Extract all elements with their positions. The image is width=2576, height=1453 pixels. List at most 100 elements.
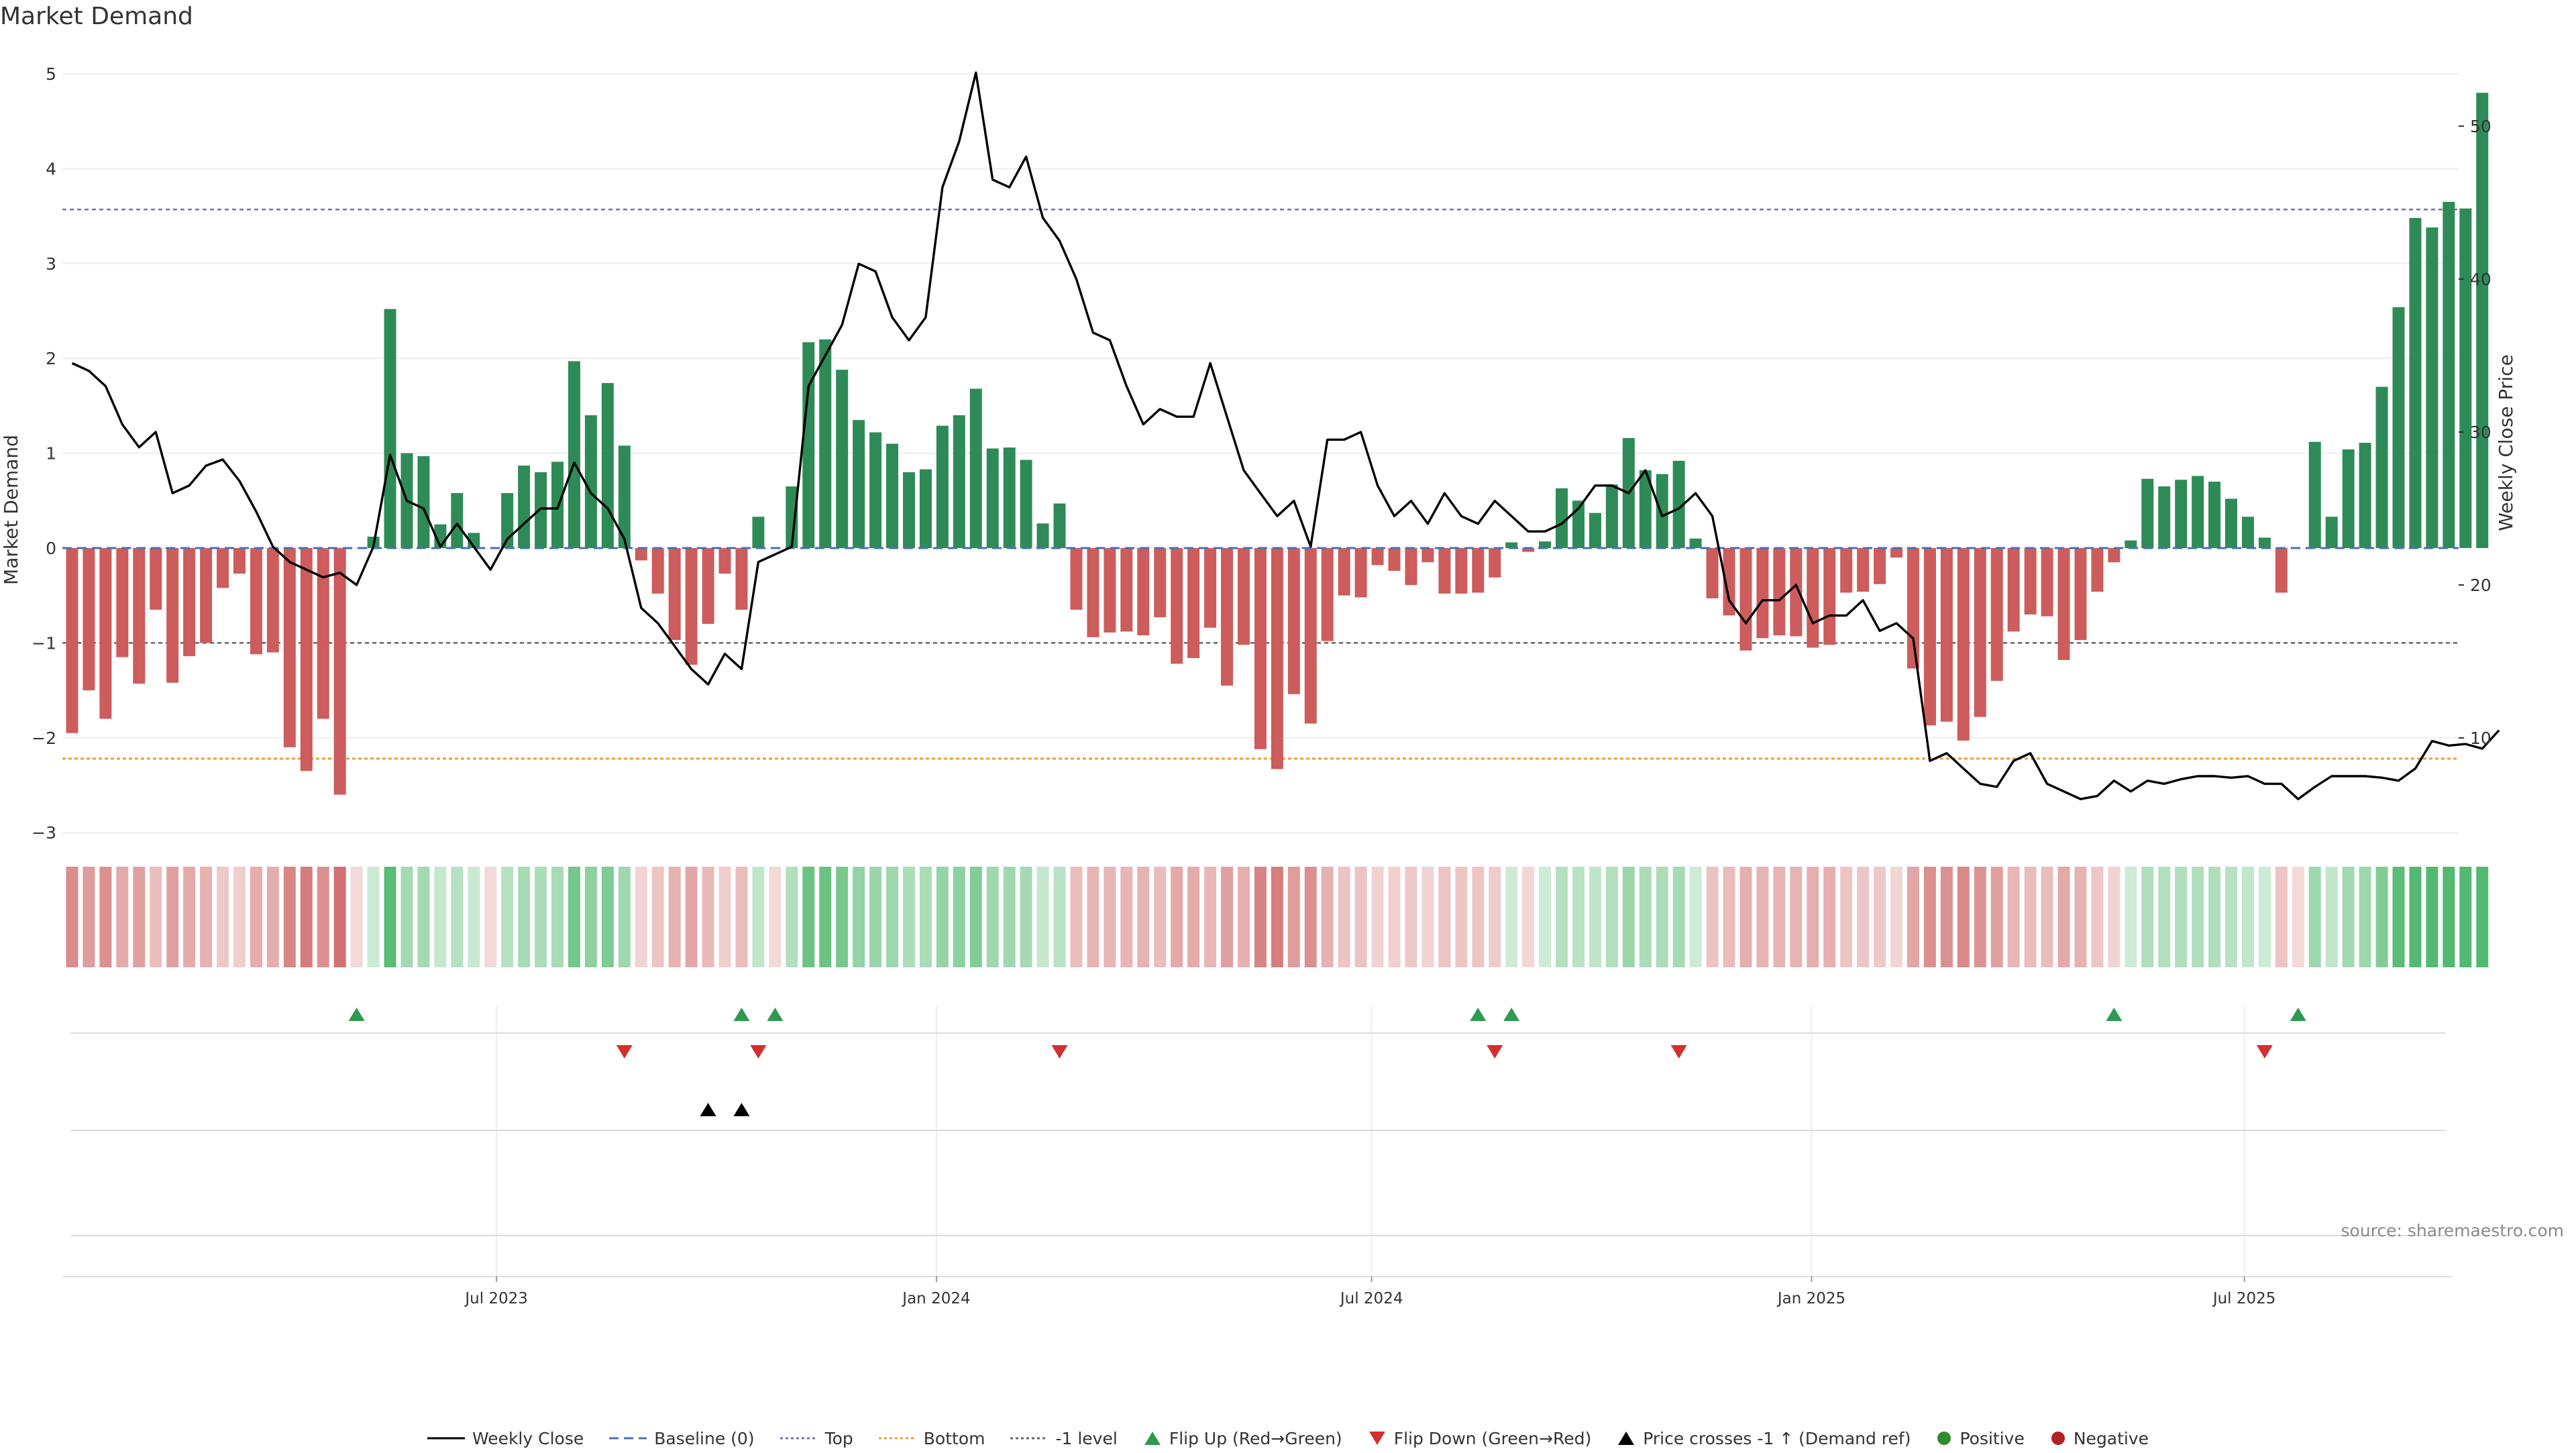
heat-cell bbox=[484, 867, 497, 967]
heat-cell bbox=[1990, 867, 2003, 967]
heat-cell bbox=[1003, 867, 1016, 967]
y-tick-label: 5 bbox=[46, 64, 56, 84]
demand-bar bbox=[1605, 484, 1618, 548]
y-right-tick-label: 40 bbox=[2470, 270, 2491, 289]
heat-cell bbox=[802, 867, 815, 967]
heat-cell bbox=[1840, 867, 1853, 967]
heat-cell bbox=[902, 867, 915, 967]
legend-top: Top bbox=[780, 1429, 853, 1448]
demand-bar bbox=[2342, 449, 2355, 548]
heat-cell bbox=[1639, 867, 1652, 967]
heat-cell bbox=[2258, 867, 2271, 967]
heat-cell bbox=[1890, 867, 1903, 967]
y-right-tick-label: 50 bbox=[2470, 117, 2491, 136]
demand-bar bbox=[1036, 523, 1049, 548]
heat-cell bbox=[1254, 867, 1267, 967]
y-axis-label-right: Weekly Close Price bbox=[2495, 354, 2517, 531]
legend-negative: Negative bbox=[2050, 1429, 2149, 1448]
legend-label: Price crosses -1 ↑ (Demand ref) bbox=[1643, 1428, 1911, 1448]
demand-bar bbox=[886, 443, 899, 548]
heat-cell bbox=[2108, 867, 2121, 967]
heat-cell bbox=[2141, 867, 2154, 967]
heat-cell bbox=[1756, 867, 1769, 967]
heat-cell bbox=[2308, 867, 2321, 967]
heat-cell bbox=[786, 867, 798, 967]
heat-cell bbox=[66, 867, 78, 967]
heat-cell bbox=[1388, 867, 1401, 967]
baseline-swatch bbox=[609, 1437, 647, 1440]
demand-bar bbox=[786, 486, 798, 548]
demand-bar bbox=[217, 548, 229, 588]
demand-bar bbox=[986, 448, 999, 548]
heat-cell bbox=[1807, 867, 1819, 967]
flip-down-marker bbox=[1051, 1045, 1068, 1059]
demand-bar bbox=[651, 548, 664, 594]
demand-bar bbox=[451, 492, 464, 548]
heat-cell bbox=[1354, 867, 1367, 967]
heat-cell bbox=[1405, 867, 1417, 967]
heat-cell bbox=[1656, 867, 1668, 967]
heat-cell bbox=[2426, 867, 2438, 967]
y-axis-label-left: Market Demand bbox=[0, 435, 22, 585]
heat-cell bbox=[1321, 867, 1334, 967]
y-right-tick-label: 20 bbox=[2470, 576, 2491, 595]
demand-bar bbox=[869, 432, 882, 548]
heat-cell bbox=[953, 867, 965, 967]
heat-cell bbox=[2292, 867, 2304, 967]
demand-bar bbox=[1421, 548, 1434, 563]
flip-down-marker bbox=[1670, 1045, 1687, 1059]
demand-bar bbox=[735, 548, 748, 610]
demand-bar bbox=[1940, 548, 1953, 722]
heat-cell bbox=[200, 867, 213, 967]
demand-bar bbox=[2125, 540, 2137, 548]
demand-bar bbox=[752, 517, 765, 548]
demand-bar bbox=[1522, 548, 1535, 552]
heat-cell bbox=[1304, 867, 1317, 967]
demand-bar bbox=[1857, 548, 1870, 592]
heat-cell bbox=[400, 867, 413, 967]
demand-bar bbox=[2074, 548, 2087, 641]
x-tick-label: Jan 2024 bbox=[901, 1290, 970, 1307]
demand-bar bbox=[1923, 548, 1936, 726]
demand-bar bbox=[2258, 537, 2271, 548]
heat-cell bbox=[2024, 867, 2037, 967]
heat-cell bbox=[518, 867, 531, 967]
heat-cell bbox=[1338, 867, 1350, 967]
heat-cell bbox=[1421, 867, 1434, 967]
demand-bar bbox=[2426, 227, 2438, 548]
demand-bar bbox=[1171, 548, 1183, 664]
demand-bar bbox=[1556, 488, 1568, 548]
y-right-tick-label: 10 bbox=[2470, 729, 2491, 748]
heat-cell bbox=[1957, 867, 1970, 967]
demand-bar bbox=[2409, 217, 2422, 548]
heat-cell bbox=[1773, 867, 1786, 967]
x-tick-label: Jul 2023 bbox=[464, 1290, 528, 1307]
heat-cell bbox=[434, 867, 447, 967]
demand-bar bbox=[1438, 548, 1451, 594]
flip-up-icon bbox=[1144, 1432, 1161, 1445]
heat-cell bbox=[1706, 867, 1719, 967]
demand-bar bbox=[2459, 208, 2472, 548]
heat-cell bbox=[2007, 867, 2020, 967]
heat-cell bbox=[83, 867, 95, 967]
demand-bar bbox=[836, 370, 849, 548]
heat-cell bbox=[2409, 867, 2422, 967]
legend-weekly-close: Weekly Close bbox=[427, 1429, 584, 1448]
heat-cell bbox=[819, 867, 832, 967]
heat-cell bbox=[384, 867, 396, 967]
heat-cell bbox=[718, 867, 731, 967]
demand-bar bbox=[936, 425, 949, 548]
x-tick-label: Jul 2024 bbox=[1339, 1290, 1403, 1307]
demand-bar bbox=[2359, 443, 2371, 548]
legend-flip-down: Flip Down (Green→Red) bbox=[1368, 1429, 1591, 1448]
heat-cell bbox=[2241, 867, 2254, 967]
heat-cell bbox=[1874, 867, 1886, 967]
heat-cell bbox=[1940, 867, 1953, 967]
legend-minus1: -1 level bbox=[1010, 1429, 1118, 1448]
heat-cell bbox=[635, 867, 647, 967]
heat-cell bbox=[869, 867, 882, 967]
demand-bar bbox=[1990, 548, 2003, 681]
demand-bar bbox=[551, 462, 564, 548]
heat-cell bbox=[2125, 867, 2137, 967]
demand-bar bbox=[1304, 548, 1317, 724]
